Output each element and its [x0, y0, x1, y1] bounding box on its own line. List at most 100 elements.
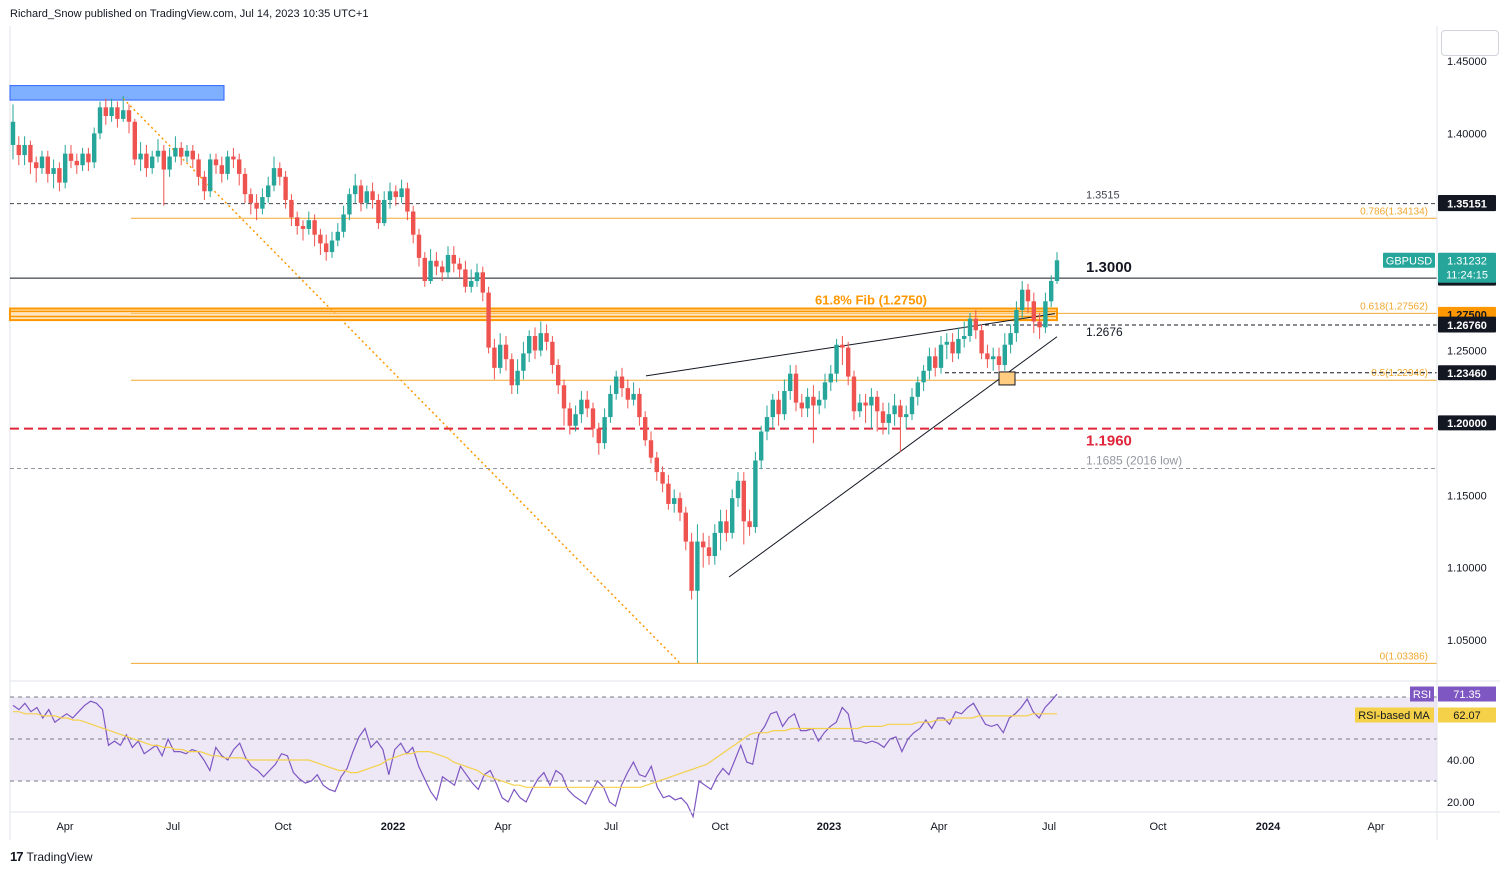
candle-body	[364, 191, 369, 203]
candle	[724, 509, 729, 542]
fib-label: 0.786(1.34134)	[1360, 206, 1428, 217]
candle	[335, 223, 340, 247]
time-axis[interactable]: Apr Jul Oct 2022 Apr Jul Oct 2023 Apr Jul Oct 2024 A…	[10, 811, 1500, 833]
candle	[196, 153, 201, 186]
candle	[474, 263, 480, 287]
candle	[126, 104, 132, 134]
candle	[86, 147, 91, 172]
candle	[764, 405, 770, 441]
candle-body	[150, 156, 155, 169]
rsi-ma-name-bg	[1355, 707, 1434, 723]
candle-body	[1037, 321, 1042, 328]
candle	[556, 359, 561, 394]
candle	[834, 338, 839, 383]
candle	[57, 162, 62, 192]
candle-body	[126, 110, 132, 122]
candle	[985, 344, 990, 368]
candle	[851, 370, 857, 420]
candle	[585, 391, 590, 418]
candle	[1037, 312, 1042, 339]
candle	[933, 347, 938, 377]
candle	[701, 532, 706, 568]
candle	[521, 341, 526, 380]
candle	[892, 393, 897, 426]
price-tick-label: 1.25000	[1447, 346, 1487, 358]
wedge-upper-line	[645, 313, 1056, 377]
symbol-tag: GBPUSD	[1386, 255, 1433, 267]
candle	[150, 150, 155, 174]
candle-body	[776, 399, 781, 415]
candle-body	[103, 107, 108, 117]
candle-body	[28, 144, 33, 163]
candle-body	[138, 153, 143, 160]
candle	[144, 144, 149, 177]
candle-body	[1025, 289, 1031, 302]
candle	[735, 472, 741, 507]
time-tick-label: Jul	[166, 821, 180, 833]
candle-body	[399, 188, 404, 198]
candle-body	[57, 168, 62, 183]
price-tick-label: 1.15000	[1447, 490, 1487, 502]
candle-body	[834, 344, 839, 374]
candle	[672, 489, 677, 513]
candle	[440, 260, 445, 282]
candle-body	[289, 199, 294, 218]
time-tick-label: Oct	[274, 821, 291, 833]
tradingview-logo-icon: 17	[10, 849, 24, 864]
candle-body	[521, 353, 526, 371]
candle-body	[416, 234, 422, 258]
candle-body	[121, 110, 126, 119]
candle	[416, 228, 422, 267]
candle	[492, 338, 497, 380]
candle-body	[196, 159, 201, 177]
candle-body	[857, 402, 862, 412]
candle-body	[1002, 344, 1007, 365]
candle-body	[550, 341, 555, 365]
candle	[544, 324, 549, 351]
time-tick-label: 2024	[1256, 821, 1281, 833]
candle-body	[735, 480, 741, 499]
candle-body	[828, 373, 833, 383]
candle-body	[962, 336, 967, 339]
candle-body	[347, 194, 352, 215]
price-label-bg	[1438, 365, 1496, 381]
candle-body	[544, 333, 549, 342]
candle-body	[167, 156, 172, 170]
candle	[817, 391, 822, 415]
candle	[712, 524, 717, 565]
chart-settings-button[interactable]	[1441, 30, 1499, 56]
candle	[51, 159, 56, 189]
candle-body	[933, 356, 938, 368]
candle	[759, 425, 764, 470]
candle-body	[654, 457, 659, 473]
candle	[155, 139, 161, 163]
candle-body	[237, 159, 242, 174]
candle-body	[115, 107, 120, 119]
candle	[63, 144, 68, 189]
price-label-text: 1.35151	[1447, 199, 1487, 211]
candle-body	[730, 498, 735, 533]
time-tick-label: Apr	[494, 821, 511, 833]
candle-body	[260, 197, 265, 209]
candle-body	[86, 153, 91, 163]
candle-body	[202, 176, 207, 192]
rsi-ma-value-bg	[1438, 707, 1496, 723]
candle	[666, 474, 671, 510]
tradingview-branding[interactable]: 17 TradingView	[10, 849, 93, 864]
candle	[289, 194, 294, 227]
rsi-series-line	[13, 711, 1058, 788]
publisher-attribution: Richard_Snow published on TradingView.co…	[10, 8, 369, 20]
candle	[805, 388, 810, 418]
price-pane: 0.786(1.34134) 0.618(1.27562) 0.5(1.22946)…	[9, 26, 1437, 840]
candle	[92, 127, 97, 169]
candle-body	[863, 402, 868, 406]
candle	[45, 150, 50, 183]
candle-body	[851, 376, 857, 412]
candle	[828, 364, 833, 392]
price-axis[interactable]: 1.450001.400001.350001.300001.250001.200…	[1355, 26, 1496, 840]
candle-body	[747, 521, 752, 528]
candle-body	[909, 396, 915, 415]
candle	[608, 385, 613, 423]
candle	[1025, 283, 1031, 313]
